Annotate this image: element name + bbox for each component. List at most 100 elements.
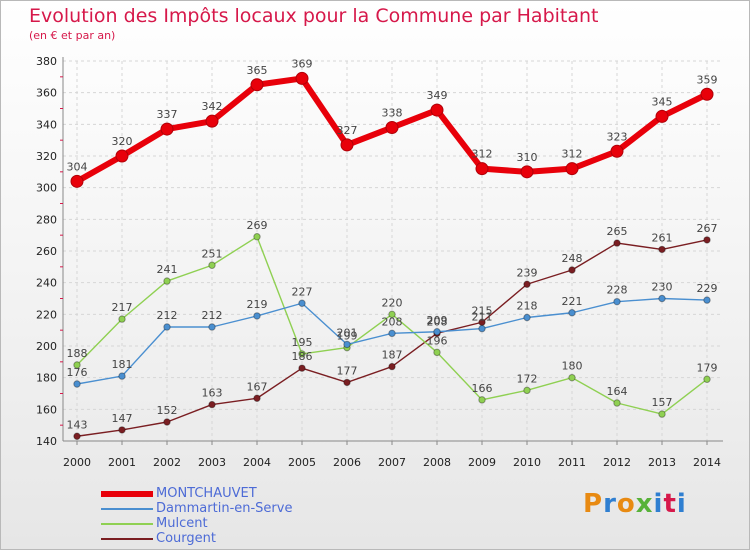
x-tick-label: 2009	[468, 456, 496, 469]
data-label: 166	[472, 382, 493, 395]
data-point	[433, 348, 441, 357]
data-label: 359	[697, 73, 718, 86]
x-tick-label: 2013	[648, 456, 676, 469]
data-label: 323	[607, 130, 628, 143]
data-label: 269	[247, 219, 268, 232]
series-layer	[70, 71, 714, 440]
data-point	[163, 277, 171, 285]
data-point	[478, 324, 486, 333]
data-label: 248	[562, 252, 583, 265]
data-label: 218	[517, 300, 538, 313]
data-point	[118, 315, 126, 323]
data-point	[118, 426, 126, 434]
data-label: 215	[472, 304, 493, 317]
data-point	[520, 165, 534, 179]
y-tick-label: 300	[36, 182, 57, 195]
data-point	[565, 162, 579, 176]
data-point	[298, 364, 306, 372]
x-tick-label: 2010	[513, 456, 541, 469]
data-point	[613, 297, 621, 306]
data-label: 208	[382, 315, 403, 328]
data-point	[388, 362, 396, 371]
data-label: 320	[112, 135, 133, 148]
data-label: 261	[652, 231, 673, 244]
data-point	[388, 329, 396, 338]
data-point	[568, 373, 576, 382]
data-point	[253, 394, 261, 402]
y-tick-label: 180	[36, 372, 57, 385]
data-point	[430, 103, 444, 117]
data-label: 167	[247, 380, 268, 393]
data-point	[475, 162, 489, 176]
data-point	[73, 432, 81, 440]
grid	[63, 60, 723, 442]
data-point	[343, 340, 351, 349]
x-tick-label: 2004	[243, 456, 271, 469]
legend-swatch	[101, 523, 153, 525]
data-label: 157	[652, 396, 673, 409]
data-point	[253, 312, 261, 320]
data-point	[340, 138, 354, 152]
data-label: 163	[202, 387, 223, 400]
y-tick-label: 200	[36, 340, 57, 353]
x-tick-label: 2003	[198, 456, 226, 469]
data-point	[208, 323, 216, 331]
data-point	[163, 323, 171, 331]
data-point	[655, 109, 669, 123]
data-point	[298, 350, 306, 358]
data-point	[295, 71, 309, 85]
data-point	[160, 122, 174, 136]
logo-letter: P	[583, 489, 604, 519]
data-point	[73, 361, 81, 369]
data-label: 196	[427, 334, 448, 347]
logo-letter: r	[603, 489, 617, 519]
data-label: 195	[292, 336, 313, 349]
data-label: 188	[67, 347, 88, 360]
legend-label: Dammartin-en-Serve	[156, 501, 293, 516]
data-label: 337	[157, 108, 178, 121]
legend-swatch	[101, 538, 153, 540]
data-label: 147	[112, 412, 133, 425]
data-label: 349	[427, 89, 448, 102]
data-label: 152	[157, 404, 178, 417]
data-label: 212	[157, 309, 178, 322]
chart-subtitle: (en € et par an)	[29, 29, 116, 42]
x-tick-label: 2012	[603, 456, 631, 469]
legend-label: Mulcent	[156, 516, 208, 531]
x-tick-label: 2005	[288, 456, 316, 469]
data-label: 345	[652, 95, 673, 108]
y-tick-label: 280	[36, 213, 57, 226]
data-point	[703, 375, 711, 383]
data-label: 177	[337, 364, 358, 377]
x-tick-label: 2006	[333, 456, 361, 469]
data-point	[523, 386, 531, 395]
data-label: 172	[517, 372, 538, 385]
y-tick-label: 140	[36, 435, 57, 448]
proxiti-logo: Proxiti	[583, 489, 687, 519]
data-label: 251	[202, 247, 223, 260]
data-label: 338	[382, 107, 403, 120]
data-point	[208, 261, 216, 269]
data-label: 241	[157, 263, 178, 276]
data-label: 369	[292, 57, 313, 70]
legend-label: MONTCHAUVET	[156, 486, 257, 501]
chart-title: Evolution des Impôts locaux pour la Comm…	[29, 5, 599, 27]
data-label: 365	[247, 64, 268, 77]
data-point	[388, 310, 396, 319]
data-point	[658, 294, 666, 303]
logo-letter: o	[616, 489, 636, 519]
data-label: 327	[337, 124, 358, 137]
logo-letter: i	[676, 489, 687, 519]
data-label: 304	[67, 160, 88, 173]
data-label: 209	[427, 314, 448, 327]
data-point	[568, 309, 576, 317]
y-tick-label: 380	[36, 55, 57, 68]
data-label: 187	[382, 349, 403, 362]
x-tick-label: 2000	[63, 456, 91, 469]
axes: 140 160 180 200 220 240 260 280 300 320 340 360 380 2…	[36, 55, 723, 469]
data-point	[568, 266, 576, 274]
data-point	[478, 396, 486, 404]
data-point	[298, 299, 306, 307]
data-point	[385, 121, 399, 134]
